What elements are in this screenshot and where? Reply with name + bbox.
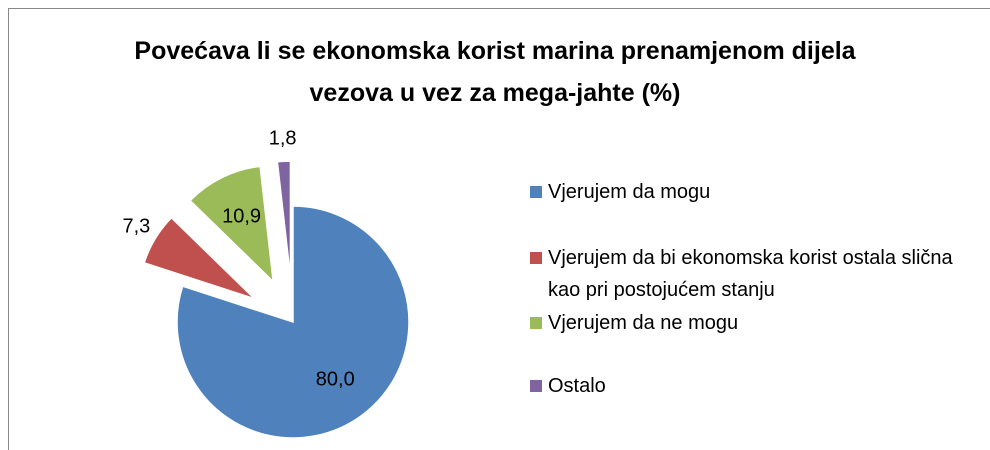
- legend-label: Ostalo: [548, 375, 606, 397]
- pie-slice: [189, 165, 275, 284]
- legend-item: Ostalo: [530, 370, 970, 402]
- frame: [8, 8, 990, 450]
- data-label: 10,9: [222, 205, 261, 227]
- legend-swatch: [530, 186, 542, 198]
- legend-label: Vjerujem da mogu: [548, 181, 711, 203]
- pie-slice: [276, 160, 292, 278]
- legend-item: Vjerujem da ne mogu: [530, 307, 970, 339]
- pie-slice: [176, 205, 410, 439]
- legend-swatch: [530, 380, 542, 392]
- pie-slice: [143, 216, 256, 300]
- data-label: 7,3: [122, 216, 150, 238]
- legend-label: Vjerujem da ne mogu: [548, 312, 739, 334]
- legend-label: Vjerujem da bi ekonomska korist ostala s…: [548, 247, 953, 301]
- legend-item: Vjerujem da bi ekonomska korist ostala s…: [530, 242, 970, 306]
- chart-title: Povećava li se ekonomska korist marina p…: [134, 37, 856, 107]
- data-label: 1,8: [269, 128, 297, 150]
- data-label: 80,0: [316, 368, 355, 390]
- legend-swatch: [530, 252, 542, 264]
- legend-swatch: [530, 317, 542, 329]
- legend-item: Vjerujem da mogu: [530, 176, 970, 208]
